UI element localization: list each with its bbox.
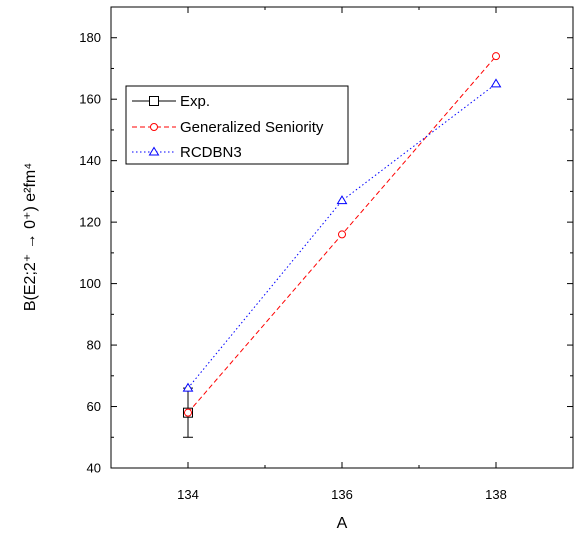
data-point	[492, 52, 500, 61]
legend-item-rcdbn3: RCDBN3	[132, 144, 242, 161]
legend-marker-generalized-seniority	[150, 123, 158, 131]
y-axis-title: B(E2;2⁺ → 0⁺) e²fm⁴	[22, 163, 39, 311]
series-line-rcdbn3	[187, 83, 497, 389]
y-tick-label: 180	[79, 30, 101, 45]
data-point	[338, 230, 346, 239]
x-tick-label: 138	[485, 487, 507, 502]
y-tick-label: 60	[87, 399, 101, 414]
y-tick-label: 80	[87, 338, 101, 353]
data-point	[184, 408, 192, 417]
series-generalized-seniority	[184, 52, 500, 417]
series-rcdbn3	[182, 78, 502, 392]
x-tick-label: 134	[177, 487, 199, 502]
legend-label-rcdbn3: RCDBN3	[180, 144, 242, 161]
legend-label-generalized-seniority: Generalized Seniority	[180, 119, 324, 136]
y-tick-label: 140	[79, 153, 101, 168]
series-layer	[182, 52, 502, 438]
y-tick-label: 100	[79, 276, 101, 291]
legend-marker-exp	[149, 96, 159, 106]
data-point	[182, 382, 194, 392]
data-point	[490, 78, 502, 88]
legend: Exp. Generalized Seniority RCDBN3	[125, 85, 349, 165]
legend-item-generalized-seniority: Generalized Seniority	[132, 119, 324, 136]
data-point	[336, 195, 348, 205]
y-tick-label: 120	[79, 215, 101, 230]
y-tick-label: 40	[87, 461, 101, 476]
axis-ticks: 134 136 138 40 60 80 100 120 140 160 180	[79, 6, 574, 502]
x-axis-title: A	[337, 515, 348, 532]
legend-item-exp: Exp.	[132, 93, 210, 110]
y-tick-label: 160	[79, 92, 101, 107]
legend-marker-rcdbn3	[148, 146, 160, 156]
x-tick-label: 136	[331, 487, 353, 502]
legend-label-exp: Exp.	[180, 93, 210, 110]
legend-box	[125, 85, 349, 165]
